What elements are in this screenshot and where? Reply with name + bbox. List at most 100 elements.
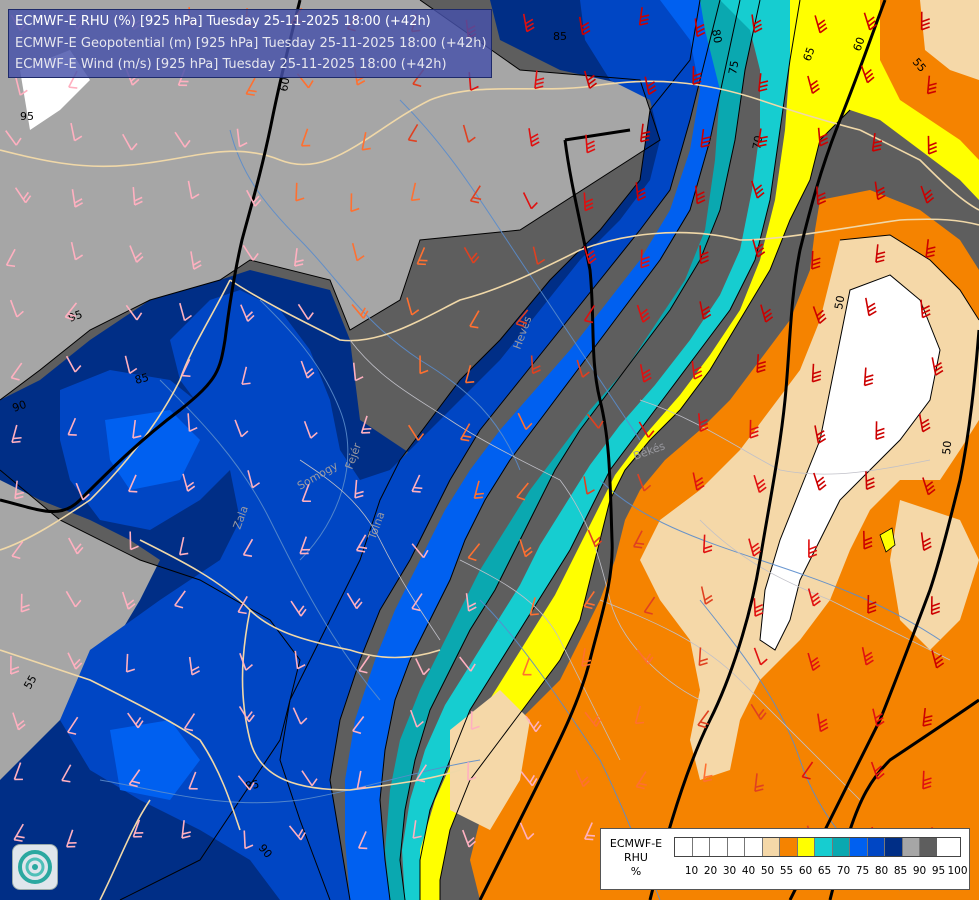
wind-barb-icon: [860, 65, 875, 84]
wind-barb-icon: [920, 11, 930, 31]
wind-barb-icon: [644, 76, 657, 95]
wind-barb-icon: [519, 822, 535, 840]
title-rhu: ECMWF-E RHU (%) [925 hPa] Tuesday 25-11-…: [15, 14, 431, 29]
colorbar-swatch: [691, 837, 709, 857]
wind-barb-icon: [583, 305, 596, 324]
wind-barb-icon: [575, 769, 590, 788]
wind-barb-icon: [240, 304, 255, 322]
wind-barb-icon: [638, 7, 650, 26]
wind-barb-icon: [241, 366, 251, 386]
wind-barb-icon: [351, 303, 369, 319]
wind-barb-icon: [410, 182, 421, 202]
wind-barb-icon: [242, 244, 259, 261]
wind-barb-icon: [132, 419, 142, 439]
wind-barb-icon: [415, 764, 428, 783]
wind-barb-icon: [522, 192, 538, 210]
colorbar-ticks: 10 20 30 40 50 55 60 65 70 75 80 85 90 95 100: [674, 865, 974, 879]
wind-barb-icon: [467, 762, 477, 781]
wind-barb-icon: [751, 14, 763, 34]
wind-barb-icon: [469, 185, 482, 204]
contour-label: 50: [940, 440, 954, 455]
wind-barb-icon: [11, 424, 22, 444]
wind-barb-icon: [750, 703, 767, 721]
wind-barb-icon: [697, 710, 710, 729]
wind-barb-icon: [411, 593, 423, 612]
wind-barb-icon: [125, 653, 136, 673]
wind-barb-icon: [174, 131, 191, 148]
wind-barb-icon: [753, 474, 767, 494]
wind-barb-icon: [409, 709, 424, 728]
wind-barb-icon: [358, 655, 370, 674]
wind-barb-icon: [812, 306, 827, 324]
wind-barb-icon: [872, 708, 885, 727]
wind-barb-icon: [419, 355, 429, 375]
colorbar-title-var: RHU: [624, 851, 648, 864]
wind-barb-icon: [753, 598, 764, 617]
wind-barb-icon: [925, 239, 936, 258]
wind-barb-icon: [702, 763, 713, 783]
wind-barb-icon: [639, 364, 652, 383]
country-borders: [0, 80, 979, 900]
wind-barb-icon: [694, 18, 706, 38]
wind-barb-icon: [635, 182, 647, 201]
wind-barb-icon: [692, 472, 705, 491]
wind-barbs: [5, 7, 945, 851]
rhu-colorbar: ECMWF-E RHU % 10 20 30 40 50 55 60 65 70 75 80 85 90…: [600, 828, 970, 890]
wind-barb-icon: [871, 132, 883, 152]
colorbar-tick-label: 80: [874, 865, 889, 877]
wind-barb-icon: [12, 712, 26, 731]
wind-barb-icon: [519, 539, 533, 558]
wind-barb-icon: [927, 135, 937, 155]
wind-barb-icon: [638, 421, 655, 438]
wind-barb-icon: [584, 822, 596, 841]
wind-barb-icon: [406, 297, 420, 316]
colorbar-tick-label: 40: [741, 865, 756, 877]
wind-barb-icon: [355, 534, 368, 553]
wind-barb-icon: [643, 596, 656, 615]
wind-barb-icon: [295, 182, 305, 202]
contour-label: 60: [851, 35, 868, 53]
wind-barb-icon: [637, 473, 652, 492]
wind-barb-icon: [14, 187, 32, 204]
wind-barb-icon: [700, 128, 711, 148]
wind-barb-icon: [61, 764, 72, 783]
wind-barb-icon: [462, 124, 476, 143]
wind-barb-icon: [700, 586, 714, 605]
wind-barb-icon: [749, 419, 759, 439]
wind-barb-icon: [865, 471, 875, 491]
wind-barb-icon: [583, 246, 597, 265]
wind-barb-icon: [528, 128, 540, 147]
colorbar-tick-label: 85: [893, 865, 908, 877]
colorbar-swatch: [884, 837, 902, 857]
wind-barb-icon: [65, 829, 77, 848]
wind-barb-icon: [5, 130, 22, 146]
wind-barb-icon: [129, 531, 139, 551]
wind-barb-icon: [122, 133, 138, 151]
wind-barb-icon: [234, 419, 249, 438]
contour-label: 75: [726, 59, 741, 75]
rhu-band-65-70: [402, 0, 880, 900]
wind-barb-icon: [5, 248, 16, 268]
wind-barb-icon: [65, 590, 82, 608]
rhu-yellow-patch: [879, 527, 896, 553]
wind-barb-icon: [694, 185, 706, 205]
wind-barb-icon: [132, 186, 143, 206]
wind-barb-icon: [576, 359, 590, 378]
colorbar-tick-label: 75: [855, 865, 870, 877]
contour-label: 85: [553, 30, 567, 43]
wind-barb-icon: [587, 529, 603, 548]
wind-barb-icon: [583, 70, 598, 89]
wind-barb-icon: [699, 301, 712, 320]
wind-barb-icon: [634, 705, 645, 725]
wind-barb-icon: [870, 761, 885, 780]
colorbar-tick-label: 20: [703, 865, 718, 877]
wind-barb-icon: [640, 249, 650, 269]
contour-label: 80: [709, 28, 724, 44]
contour-label: 60: [277, 76, 292, 92]
wind-barb-icon: [467, 543, 481, 562]
wind-barb-icon: [9, 299, 24, 318]
wind-barb-icon: [752, 239, 766, 258]
wind-barb-icon: [411, 474, 423, 493]
wind-barb-icon: [407, 123, 419, 143]
